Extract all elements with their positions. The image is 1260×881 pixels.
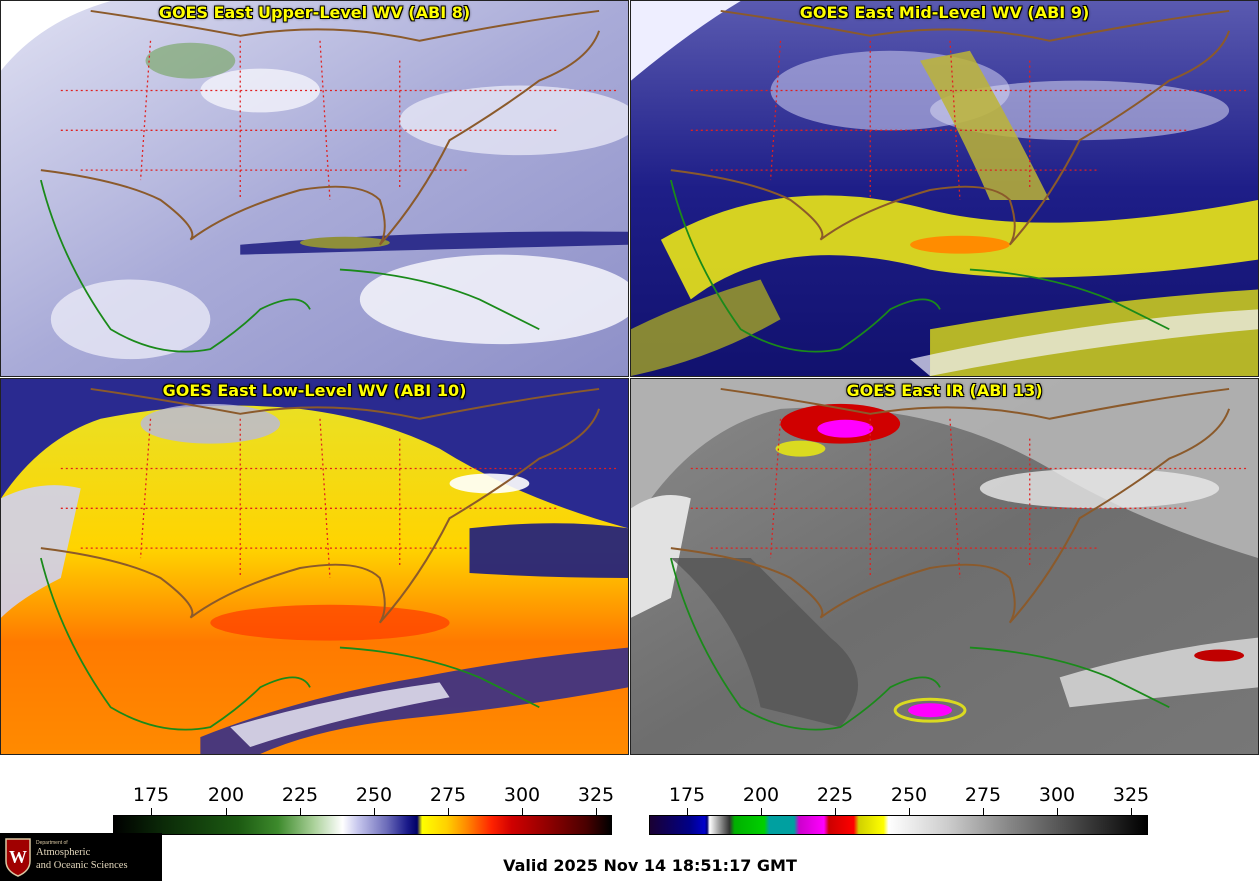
upper-level-wv-image xyxy=(1,1,628,376)
colorbar-wv-tick-mark xyxy=(151,808,152,815)
colorbar-wv-tick-mark xyxy=(374,808,375,815)
colorbar-wv-tick: 275 xyxy=(429,784,467,806)
colorbar-ir-tick-mark xyxy=(1131,808,1132,815)
uw-crest-icon: W xyxy=(5,838,31,877)
panel-mid-level-wv: GOES East Mid-Level WV (ABI 9) xyxy=(630,0,1259,377)
panel-title: GOES East Mid-Level WV (ABI 9) xyxy=(799,3,1090,22)
logo-department: Department of xyxy=(36,840,68,846)
colorbar-wv-tick: 325 xyxy=(577,784,615,806)
panel-title: GOES East IR (ABI 13) xyxy=(846,381,1043,400)
logo-line2: and Oceanic Sciences xyxy=(36,860,128,871)
colorbar-wv-tick-mark xyxy=(448,808,449,815)
colorbar-ir-tick-mark xyxy=(687,808,688,815)
colorbar-wv-tick-mark xyxy=(522,808,523,815)
colorbar-wv-tick-mark xyxy=(226,808,227,815)
panel-title: GOES East Low-Level WV (ABI 10) xyxy=(162,381,467,400)
colorbar-ir-tick-mark xyxy=(835,808,836,815)
colorbar-wv-tick: 225 xyxy=(281,784,319,806)
valid-time: Valid 2025 Nov 14 18:51:17 GMT xyxy=(503,856,797,875)
colorbar-ir-tick-mark xyxy=(761,808,762,815)
ir-image xyxy=(631,379,1258,754)
low-level-wv-image xyxy=(1,379,628,754)
colorbar-ir-tick-mark xyxy=(909,808,910,815)
colorbar-ir-tick: 325 xyxy=(1112,784,1150,806)
panel-upper-level-wv: GOES East Upper-Level WV (ABI 8) xyxy=(0,0,629,377)
colorbar-ir-tick: 250 xyxy=(890,784,928,806)
colorbar-wv-tick: 175 xyxy=(132,784,170,806)
panel-title: GOES East Upper-Level WV (ABI 8) xyxy=(158,3,471,22)
logo-line1: Atmospheric xyxy=(36,847,91,858)
colorbar-ir-tick: 300 xyxy=(1038,784,1076,806)
panel-low-level-wv: GOES East Low-Level WV (ABI 10) xyxy=(0,378,629,755)
colorbar-ir-tick: 175 xyxy=(668,784,706,806)
panel-ir: GOES East IR (ABI 13) xyxy=(630,378,1259,755)
colorbar-wv-tick: 300 xyxy=(503,784,541,806)
colorbar-ir-tick: 225 xyxy=(816,784,854,806)
colorbar-wv xyxy=(113,815,612,835)
colorbar-ir-tick-mark xyxy=(983,808,984,815)
colorbar-wv-tick-mark xyxy=(596,808,597,815)
colorbar-ir-tick-mark xyxy=(1057,808,1058,815)
colorbar-wv-tick: 250 xyxy=(355,784,393,806)
colorbar-wv-tick-mark xyxy=(300,808,301,815)
uw-aos-logo: W Department of Atmospheric and Oceanic … xyxy=(0,833,162,881)
colorbar-wv-tick: 200 xyxy=(207,784,245,806)
crest-letter: W xyxy=(9,847,27,867)
colorbar-ir-tick: 200 xyxy=(742,784,780,806)
colorbar-ir-tick: 275 xyxy=(964,784,1002,806)
mid-level-wv-image xyxy=(631,1,1258,376)
colorbar-ir xyxy=(649,815,1148,835)
